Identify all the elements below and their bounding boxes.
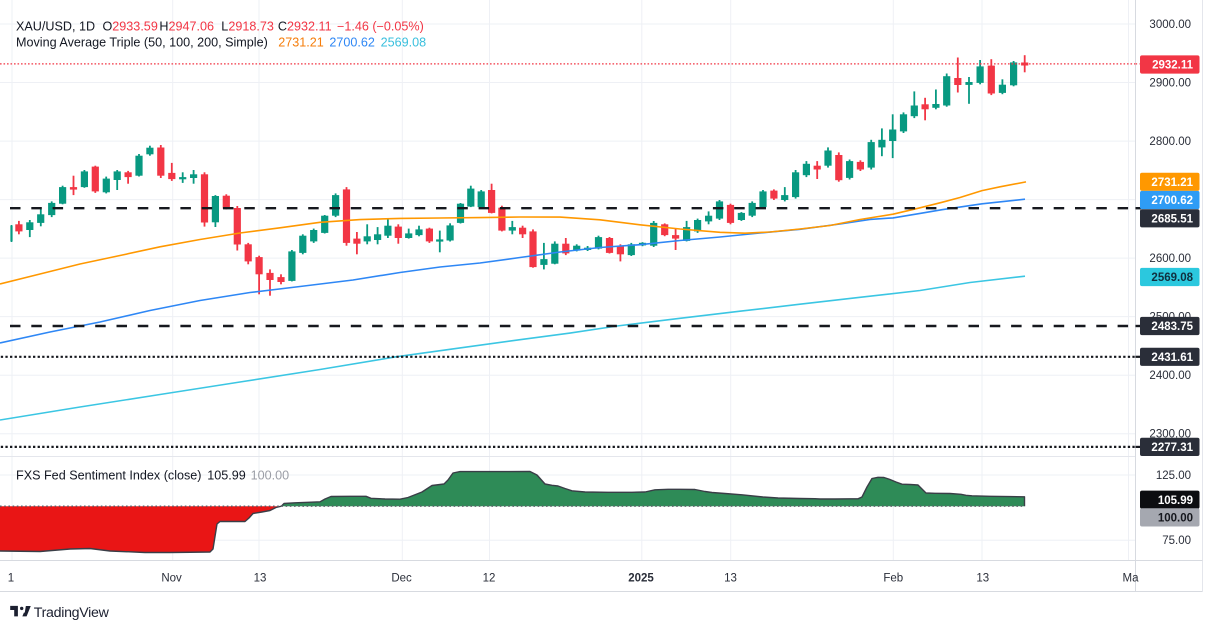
svg-text:125.00: 125.00: [1156, 470, 1191, 482]
svg-text:2685.51: 2685.51: [1151, 214, 1193, 226]
svg-text:2800.00: 2800.00: [1149, 136, 1191, 148]
svg-text:2431.61: 2431.61: [1151, 352, 1193, 364]
svg-text:13: 13: [254, 573, 267, 585]
svg-text:100.00: 100.00: [1158, 513, 1193, 525]
svg-text:13: 13: [724, 573, 737, 585]
svg-text:2483.75: 2483.75: [1151, 321, 1193, 333]
svg-text:75.00: 75.00: [1162, 535, 1191, 547]
svg-text:13: 13: [976, 573, 989, 585]
svg-text:2569.08: 2569.08: [1151, 272, 1193, 284]
svg-text:Feb: Feb: [883, 573, 903, 585]
svg-text:2731.21: 2731.21: [1151, 177, 1193, 189]
svg-text:12: 12: [483, 573, 496, 585]
svg-text:2932.11: 2932.11: [1152, 60, 1194, 72]
svg-text:105.99: 105.99: [1158, 495, 1193, 507]
svg-text:Ma: Ma: [1123, 573, 1140, 585]
svg-text:2300.00: 2300.00: [1149, 429, 1191, 441]
svg-text:FXS Fed Sentiment Index (close: FXS Fed Sentiment Index (close) 105.99 100…: [16, 469, 289, 483]
svg-text:TradingView: TradingView: [34, 605, 110, 621]
svg-text:3000.00: 3000.00: [1149, 19, 1191, 31]
svg-text:2025: 2025: [628, 573, 654, 585]
svg-text:2700.62: 2700.62: [1151, 195, 1193, 207]
svg-text:Moving Average Triple (50, 100: Moving Average Triple (50, 100, 200, Sim…: [16, 36, 426, 50]
svg-text:2600.00: 2600.00: [1149, 253, 1191, 265]
svg-text:2900.00: 2900.00: [1149, 78, 1191, 90]
svg-text:Nov: Nov: [161, 573, 182, 585]
svg-text:Dec: Dec: [391, 573, 412, 585]
svg-text:2400.00: 2400.00: [1149, 370, 1191, 382]
svg-text:2277.31: 2277.31: [1151, 442, 1193, 454]
svg-text:1: 1: [8, 573, 14, 585]
